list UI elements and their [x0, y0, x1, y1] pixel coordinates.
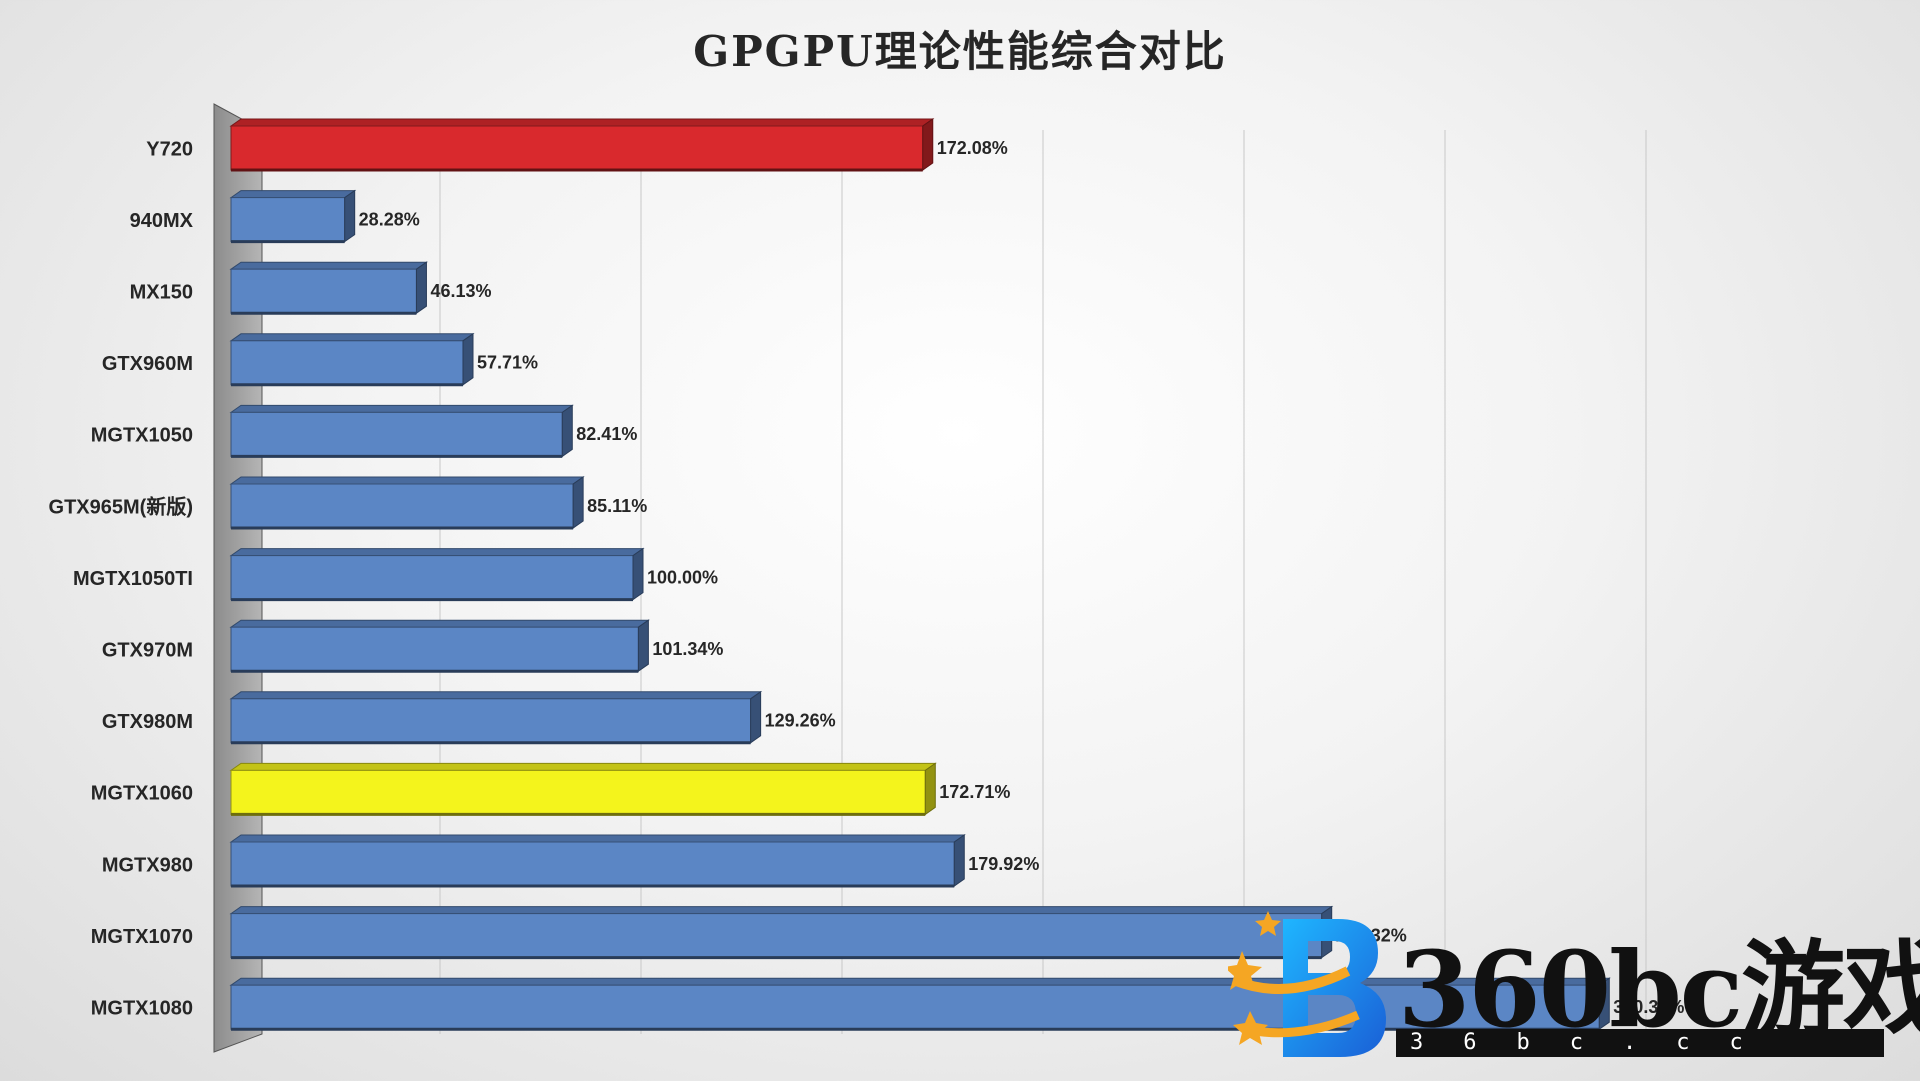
bar-side-face: [750, 690, 762, 744]
category-label: MX150: [130, 281, 193, 303]
value-label: 129.26%: [765, 711, 836, 731]
bar-front-face: [230, 411, 563, 457]
bar-Y720: [229, 118, 935, 172]
bar-side-face: [637, 619, 649, 673]
bar-top-face: [229, 906, 1334, 915]
bar-front-face: [230, 125, 924, 171]
category-label: MGTX1050TI: [73, 568, 193, 590]
bar-side-face: [415, 261, 427, 315]
bar-front-face: [230, 340, 464, 386]
bar-front-face: [230, 769, 926, 815]
bars: [229, 118, 1611, 1031]
bar-top-face: [229, 118, 935, 127]
value-label: 179.92%: [968, 854, 1039, 874]
value-label: 340.37%: [1613, 997, 1684, 1017]
bar-940MX: [229, 189, 357, 244]
category-label: MGTX1060: [91, 783, 193, 805]
bar-side-face: [462, 332, 474, 386]
bar-top-face: [229, 548, 645, 557]
bar-top-face: [229, 619, 650, 628]
bar-side-face: [924, 762, 936, 816]
bar-MGTX1070: [229, 905, 1334, 960]
bar-MX150: [229, 261, 429, 315]
bar-front-face: [230, 626, 639, 672]
bar-side-face: [632, 547, 644, 601]
bar-MGTX1050: [229, 404, 574, 458]
bar-GTX960M: [229, 332, 475, 387]
bar-MGTX1050TI: [229, 547, 645, 602]
value-label: 172.71%: [939, 782, 1010, 802]
value-label: 100.00%: [647, 567, 718, 587]
value-label: 82.41%: [576, 424, 637, 444]
category-label: MGTX1070: [91, 926, 193, 948]
bar-MGTX980: [229, 834, 966, 888]
watermark-logo-icon: [1228, 911, 1386, 1057]
category-label: MGTX1050: [91, 425, 193, 447]
value-label: 85.11%: [587, 496, 647, 516]
bar-front-face: [230, 268, 417, 314]
bar-top-face: [229, 834, 966, 843]
bar-GTX980M: [229, 690, 763, 745]
watermark: 360bc游戏 36bc.cc: [1228, 905, 1920, 1065]
bar-top-face: [229, 476, 585, 485]
category-label: MGTX1080: [91, 997, 193, 1019]
bar-side-face: [1598, 977, 1610, 1031]
category-labels: Y720 940MX MX150 GTX960M MGTX1050 GTX965M(新版)…: [49, 138, 194, 1019]
bar-GTX965M(新版): [229, 476, 585, 530]
bar-front-face: [230, 555, 634, 601]
value-label: 28.28%: [359, 209, 420, 229]
bar-front-face: [230, 698, 752, 744]
category-label: GTX970M: [102, 639, 193, 661]
bar-top-face: [229, 762, 937, 771]
bar-front-face: [230, 841, 955, 887]
bar-top-face: [229, 404, 574, 413]
bar-front-face: [230, 197, 346, 243]
bar-top-face: [229, 261, 429, 270]
bar-side-face: [953, 834, 965, 887]
watermark-subtext: 36bc.cc: [1396, 1029, 1884, 1057]
category-label: Y720: [146, 138, 193, 160]
bar-side-face: [561, 404, 573, 458]
category-label: GTX980M: [102, 711, 193, 733]
bar-top-face: [229, 333, 475, 342]
bar-MGTX1060: [229, 762, 937, 816]
category-label: 940MX: [130, 210, 194, 232]
value-label: 172.08%: [937, 138, 1008, 158]
bar-top-face: [229, 190, 357, 199]
value-label: 46.13%: [430, 281, 491, 301]
bar-front-face: [230, 483, 574, 529]
category-label: GTX965M(新版): [49, 494, 193, 518]
value-label: 57.71%: [477, 353, 538, 373]
bar-top-face: [229, 691, 763, 700]
bar-front-face: [230, 913, 1323, 959]
bar-side-face: [344, 189, 356, 243]
value-label: 101.34%: [652, 639, 723, 659]
category-label: GTX960M: [102, 353, 193, 375]
bar-GTX970M: [229, 619, 650, 673]
chart-title: GPGPU理论性能综合对比: [693, 27, 1227, 76]
bar-side-face: [572, 476, 584, 529]
bar-side-face: [922, 118, 934, 171]
category-label: MGTX980: [102, 854, 193, 876]
value-labels: 172.08% 28.28% 46.13% 57.71% 82.41% 85.11% 100…: [359, 138, 1685, 1017]
